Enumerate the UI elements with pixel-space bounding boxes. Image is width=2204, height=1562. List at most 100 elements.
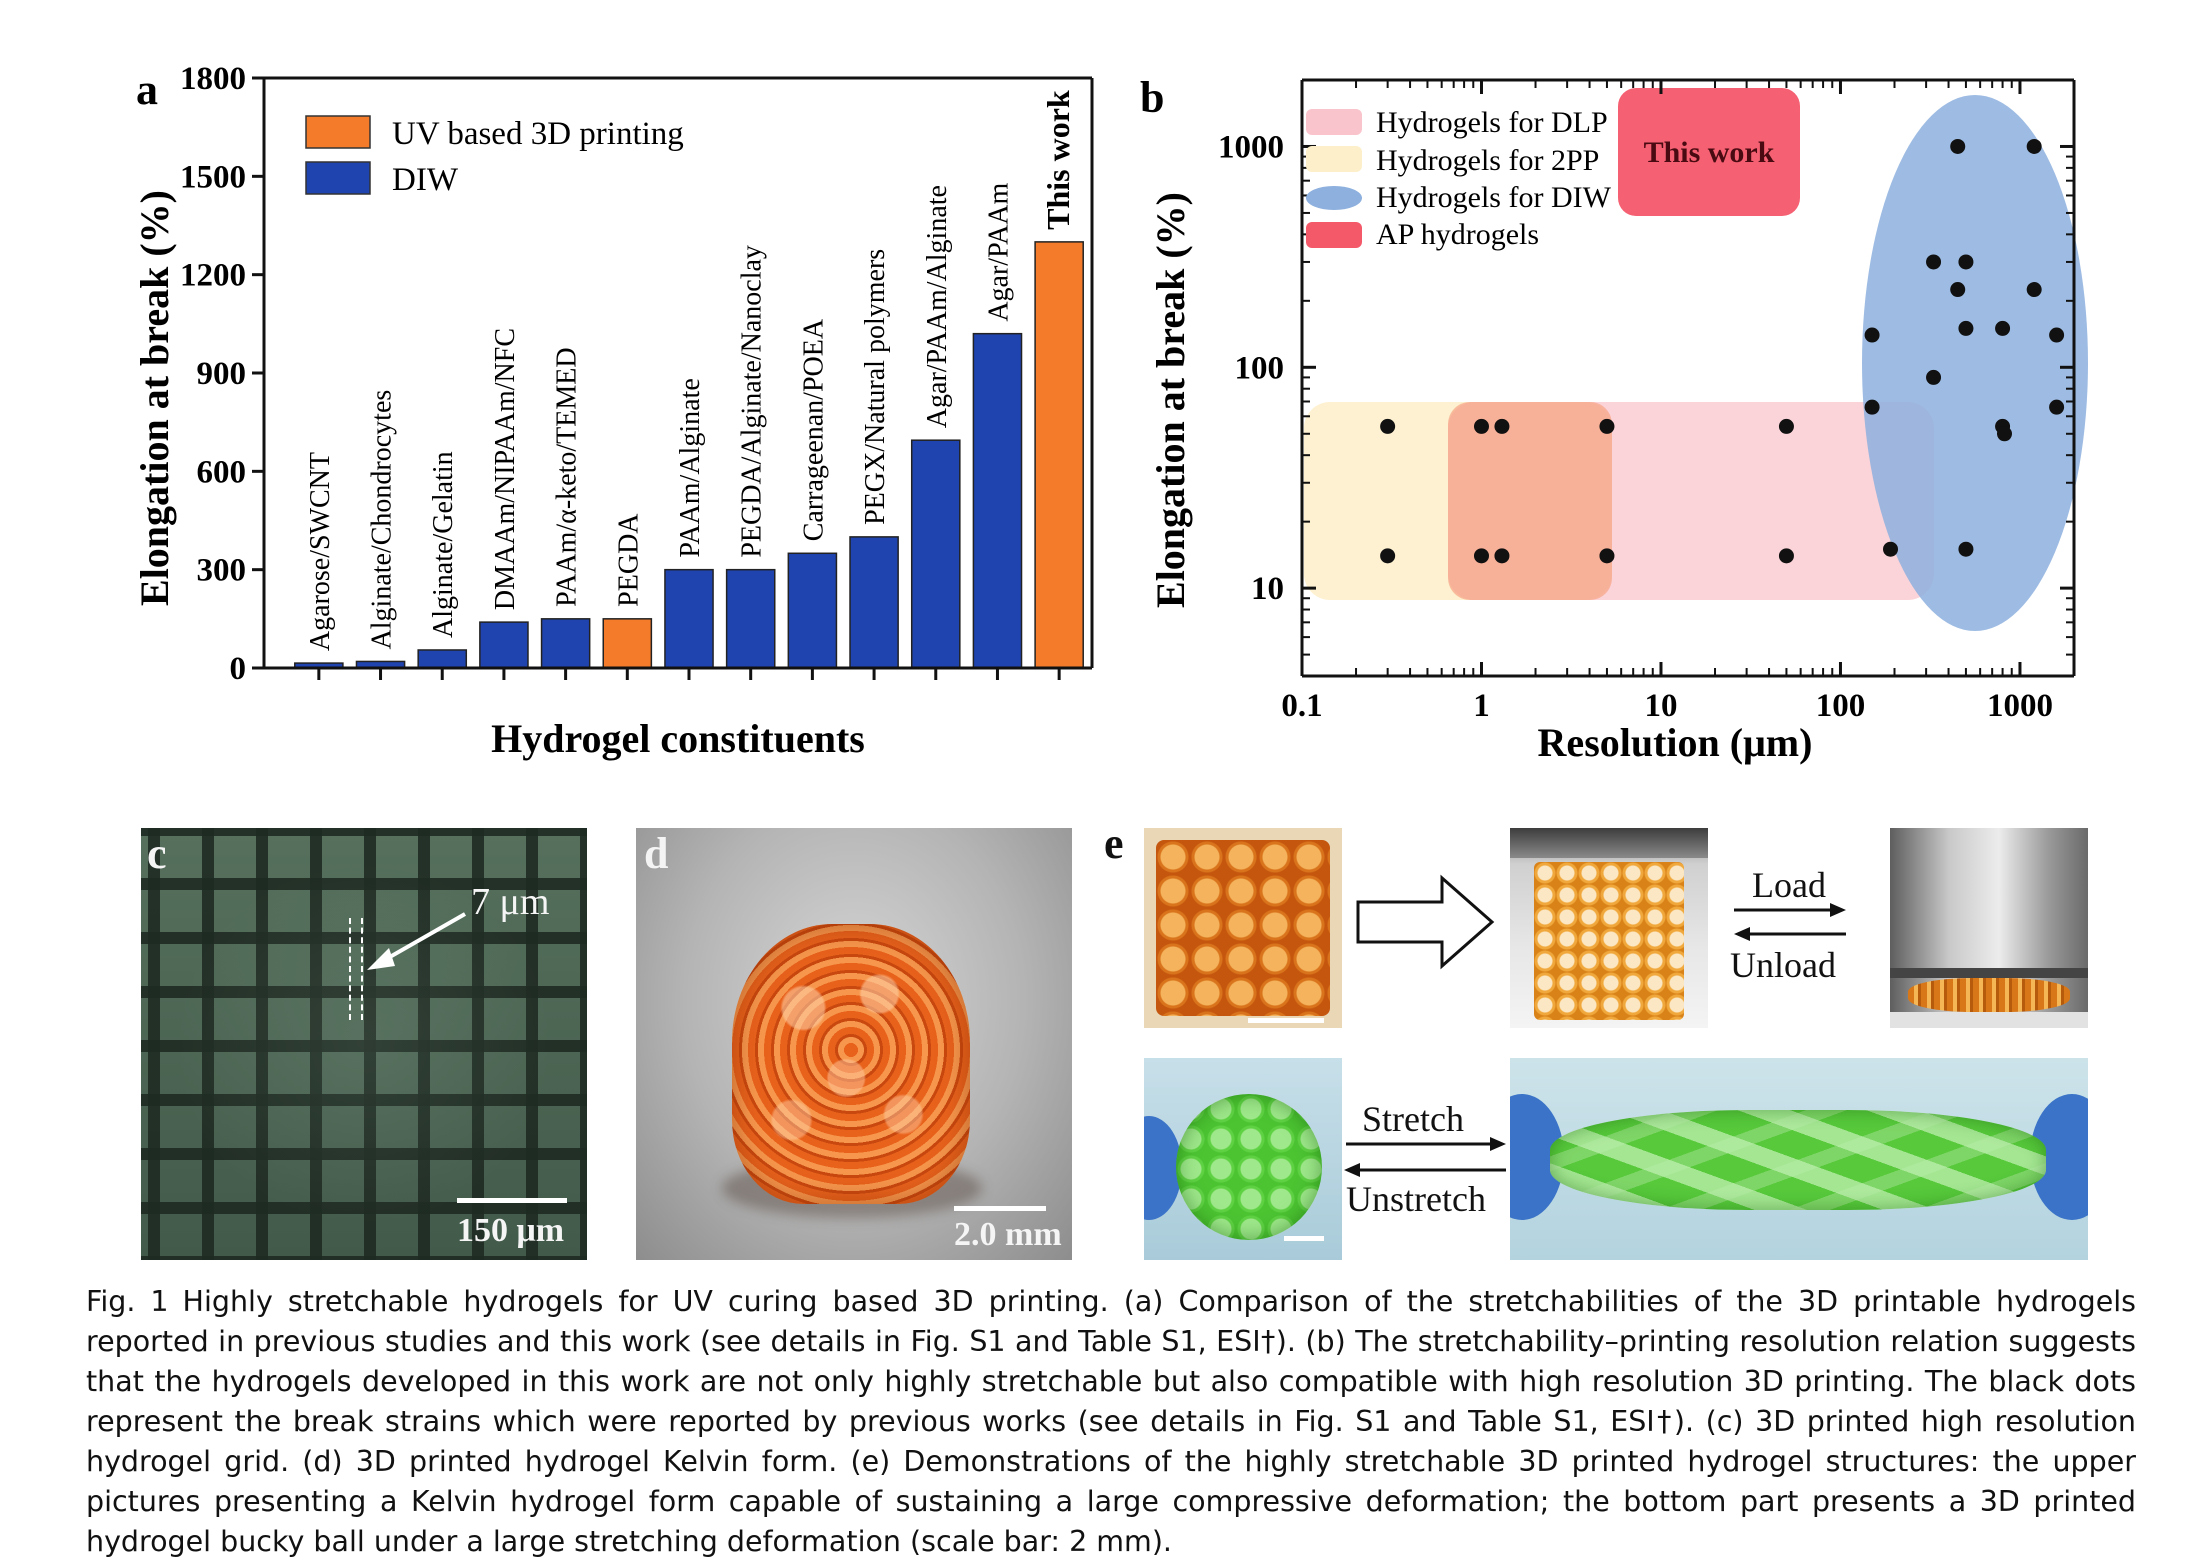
scale-bar [1284,1236,1324,1241]
data-point [1864,399,1880,415]
press-plate [1890,968,2088,978]
bar-chart: a Agarose/SWCNT Alginate/Chondrocytes Algi… [132,61,1094,761]
panel-a-letter: a [136,65,158,114]
figure-label: Fig. 1 [86,1285,169,1318]
photo-hydrogel-grid: c 7 μm 150 μm [141,828,587,1260]
y-axis-label: Elongation at break (%) [132,190,177,606]
y-tick-label: 100 [1235,350,1285,386]
right-arrow-icon [1356,874,1495,970]
bar [787,552,838,669]
bar [602,618,653,669]
bar [417,649,468,669]
base-plate [1890,1012,2088,1028]
bar-category-label: Carrageenan/POEA [798,318,829,541]
y-tick-label: 1200 [180,258,246,294]
panel-c-letter: c [147,829,167,878]
bucky-ball [1176,1094,1322,1240]
legend-label-diw: DIW [392,162,459,198]
stretch-label: Stretch [1362,1099,1464,1139]
figure-caption: Fig. 1 Highly stretchable hydrogels for U… [86,1282,2136,1562]
legend-swatch-dlp [1306,109,1362,135]
data-point [1494,548,1510,564]
bar [849,536,899,669]
y-tick-label: 600 [197,454,247,490]
legend-label-uv: UV based 3D printing [392,116,684,152]
data-point [1778,418,1794,434]
photo-kelvin-compressed [1890,828,2088,1028]
kelvin-compressed [1908,978,2070,1012]
bar-category-label: Agarose/SWCNT [305,452,336,651]
measure-marker [349,918,363,1020]
panel-e-letter: e [1104,819,1124,868]
legend-label-ap: AP hydrogels [1376,218,1539,251]
bar-category-label: PEGX/Natural polymers [860,249,891,525]
legend-swatch-2pp [1306,146,1362,172]
data-point [1599,418,1615,434]
legend-label-diw: Hydrogels for DIW [1376,181,1612,214]
data-point [2049,327,2065,343]
y-tick-label: 1000 [1218,129,1284,165]
bar-category-label: PEGDA [613,513,644,607]
data-point [1599,548,1615,564]
data-point [2026,282,2042,298]
bar [479,621,529,669]
y-tick-label: 1800 [180,61,246,97]
y-tick-label: 0 [230,651,247,687]
bar [725,568,776,669]
data-point [2026,138,2042,154]
scale-label: 2.0 mm [954,1216,1062,1253]
data-point [1494,418,1510,434]
kelvin-side [1534,862,1684,1020]
bar [972,332,1023,669]
data-point [1926,369,1942,385]
legend-label-dlp: Hydrogels for DLP [1376,106,1608,139]
photo-bucky-ball-stretched [1510,1058,2088,1260]
region-diw [1862,95,2088,631]
photo-bucky-ball [1144,1058,1342,1260]
x-axis-label: Hydrogel constituents [491,716,865,761]
photo-kelvin-uncompressed [1510,828,1708,1028]
bar-category-label: PAAm/Alginate [675,378,706,557]
bar-category-label: This work [1040,90,1076,230]
pointer-arrow [367,912,466,970]
scale-bar [457,1198,567,1203]
bar-category-label: Agar/PAAm [983,182,1014,321]
this-work-label: This work [1644,136,1775,169]
x-axis-label: Resolution (μm) [1538,720,1813,765]
y-axis-label: Elongation at break (%) [1148,192,1193,608]
scale-bar [954,1206,1046,1211]
unstretch-label: Unstretch [1346,1179,1486,1219]
x-tick-label: 1000 [1987,688,2053,724]
scale-bar [1248,1018,1324,1023]
data-point [1950,282,1966,298]
bar-category-label: PEGDA/Alginate/Nanoclay [737,245,768,558]
panel-a: a Agarose/SWCNT Alginate/Chondrocytes Algi… [0,0,1120,790]
data-point [1473,548,1489,564]
data-point [1958,254,1974,270]
y-tick-label: 1500 [180,159,246,195]
data-point [1380,418,1396,434]
marker-label: 7 μm [471,881,550,923]
x-tick-label: 100 [1816,688,1866,724]
legend-label-2pp: Hydrogels for 2PP [1376,144,1599,177]
bar [910,439,961,669]
load-unload-arrows [1734,903,1846,941]
stretch-unstretch-arrows [1344,1137,1506,1177]
data-point [1778,548,1794,564]
stretched-ball [1550,1110,2046,1210]
legend-swatch-diw [305,161,371,195]
data-point [1950,138,1966,154]
x-tick-label: 0.1 [1281,688,1322,724]
load-label: Load [1752,865,1826,905]
bar-category-label: Alginate/Gelatin [428,451,459,638]
caption-text: Highly stretchable hydrogels for UV curi… [86,1285,2136,1558]
x-tick-label: 10 [1644,688,1677,724]
panel-b-letter: b [1140,73,1164,122]
data-point [1958,541,1974,557]
press-plate [1510,828,1708,858]
photo-kelvin-form: d 2.0 mm [636,828,1072,1260]
bar-category-label: Alginate/Chondrocytes [367,390,398,650]
bar-category-label: DMAAm/NIPAAm/NFC [490,328,521,610]
panel-d-letter: d [644,829,669,878]
data-point [1473,418,1489,434]
